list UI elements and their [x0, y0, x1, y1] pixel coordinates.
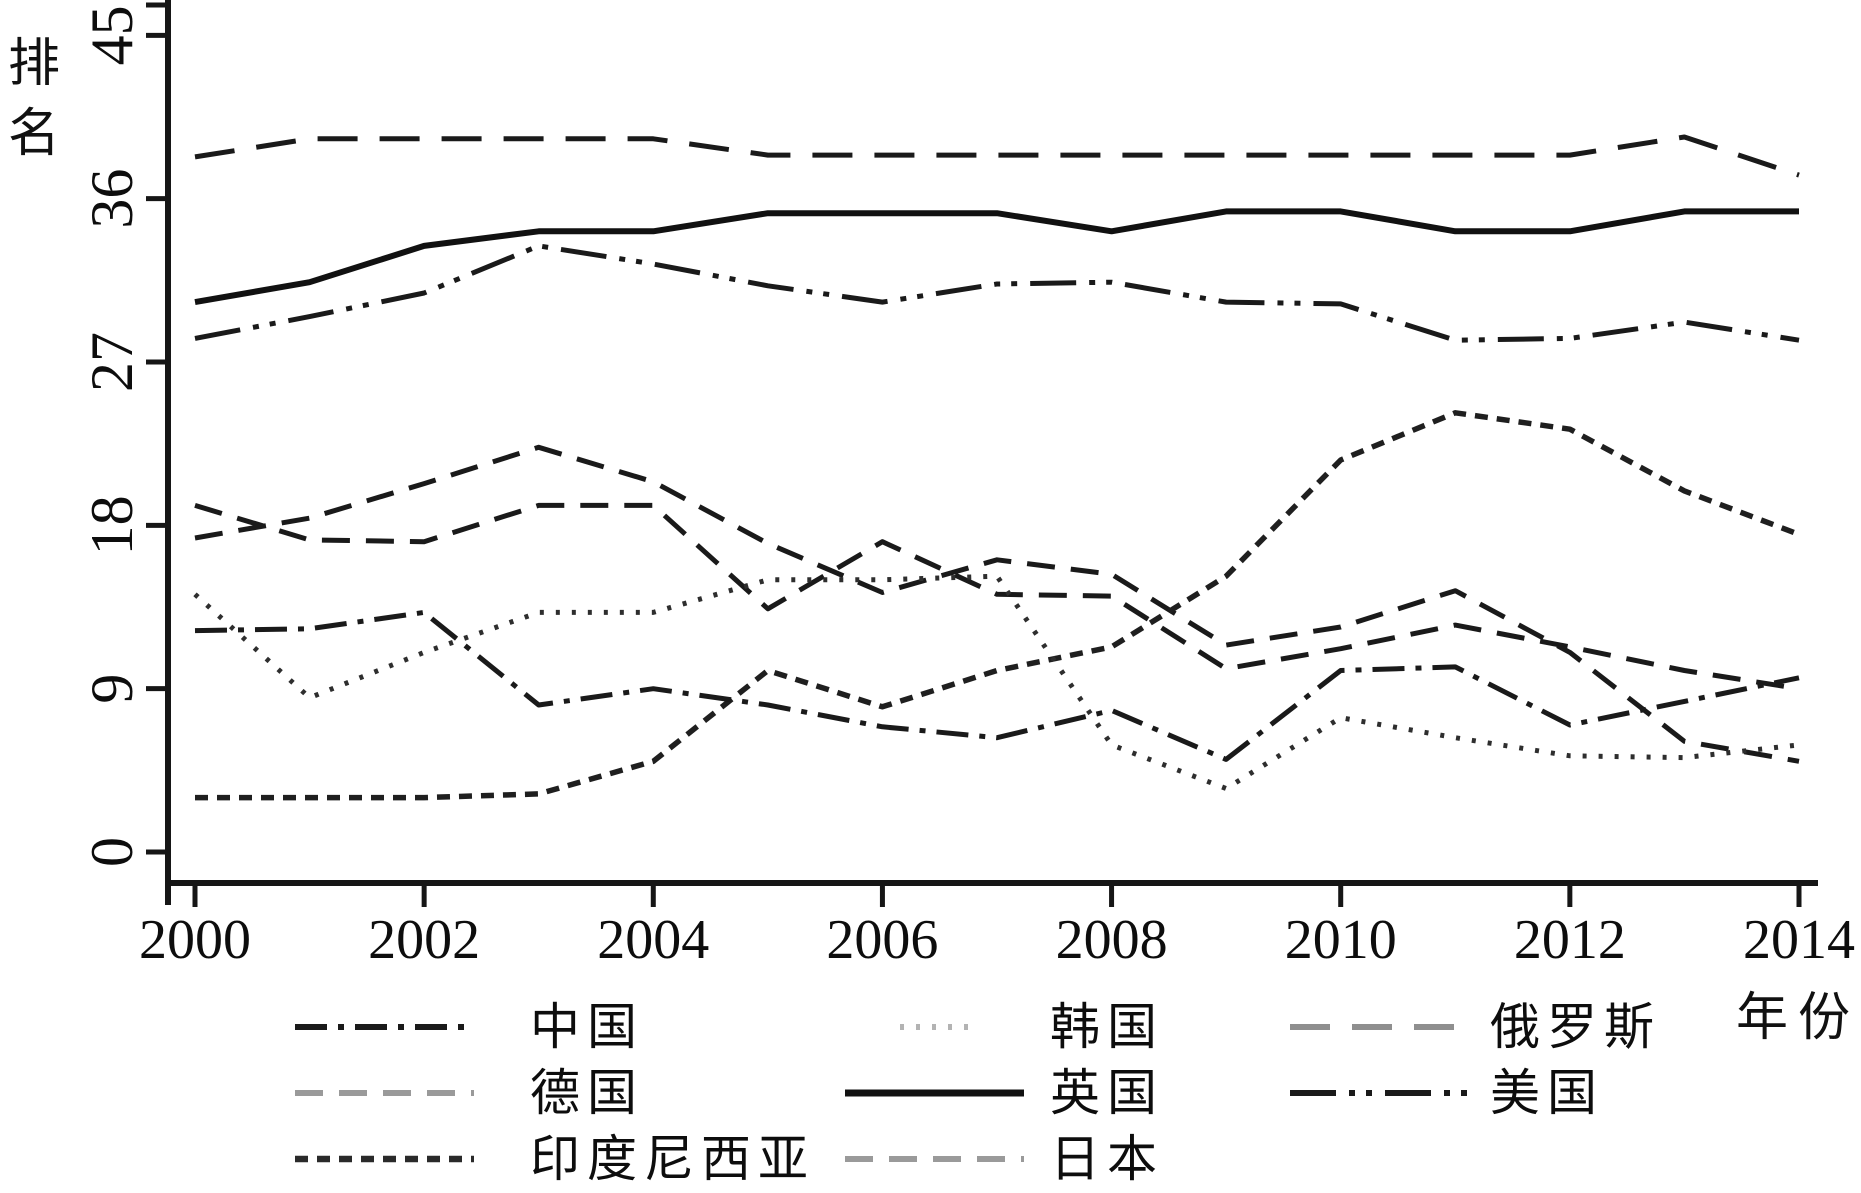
x-tick-label: 2012 — [1514, 909, 1626, 971]
x-tick-label: 2006 — [826, 909, 938, 971]
series-lines — [193, 134, 1800, 801]
series-line-russia — [194, 134, 1800, 178]
x-tick-label: 2008 — [1056, 909, 1168, 971]
y-tick-label: 36 — [79, 169, 145, 229]
x-tick-label: 2002 — [368, 909, 480, 971]
y-tick-label: 0 — [79, 837, 145, 867]
series-line-korea — [193, 573, 1800, 791]
y-tick-label: 27 — [79, 332, 145, 392]
series-line-usa — [194, 243, 1800, 343]
x-axis-ticks — [192, 883, 1802, 907]
x-tick-label: 2014 — [1743, 909, 1855, 971]
x-axis-tick-labels: 2000 2002 2004 2006 2008 2010 2012 2014 — [139, 909, 1855, 971]
series-line-germany — [194, 444, 1800, 764]
y-tick-label: 18 — [79, 495, 145, 555]
x-tick-label: 2010 — [1285, 909, 1397, 971]
axes — [146, 0, 1818, 905]
y-axis-ticks — [146, 32, 168, 855]
y-tick-label: 45 — [79, 5, 145, 65]
y-axis-title: 排 名 — [7, 36, 60, 163]
series-line-china — [194, 609, 1800, 762]
x-tick-label: 2000 — [139, 909, 251, 971]
y-axis-tick-labels: 0 9 18 27 36 45 — [79, 5, 145, 867]
series-line-indonesia — [195, 410, 1800, 801]
x-tick-label: 2004 — [597, 909, 709, 971]
y-tick-label: 9 — [79, 674, 145, 704]
x-axis-title: 年份 — [1735, 990, 1860, 1047]
series-line-japan — [194, 502, 1800, 692]
series-line-uk — [194, 208, 1799, 306]
